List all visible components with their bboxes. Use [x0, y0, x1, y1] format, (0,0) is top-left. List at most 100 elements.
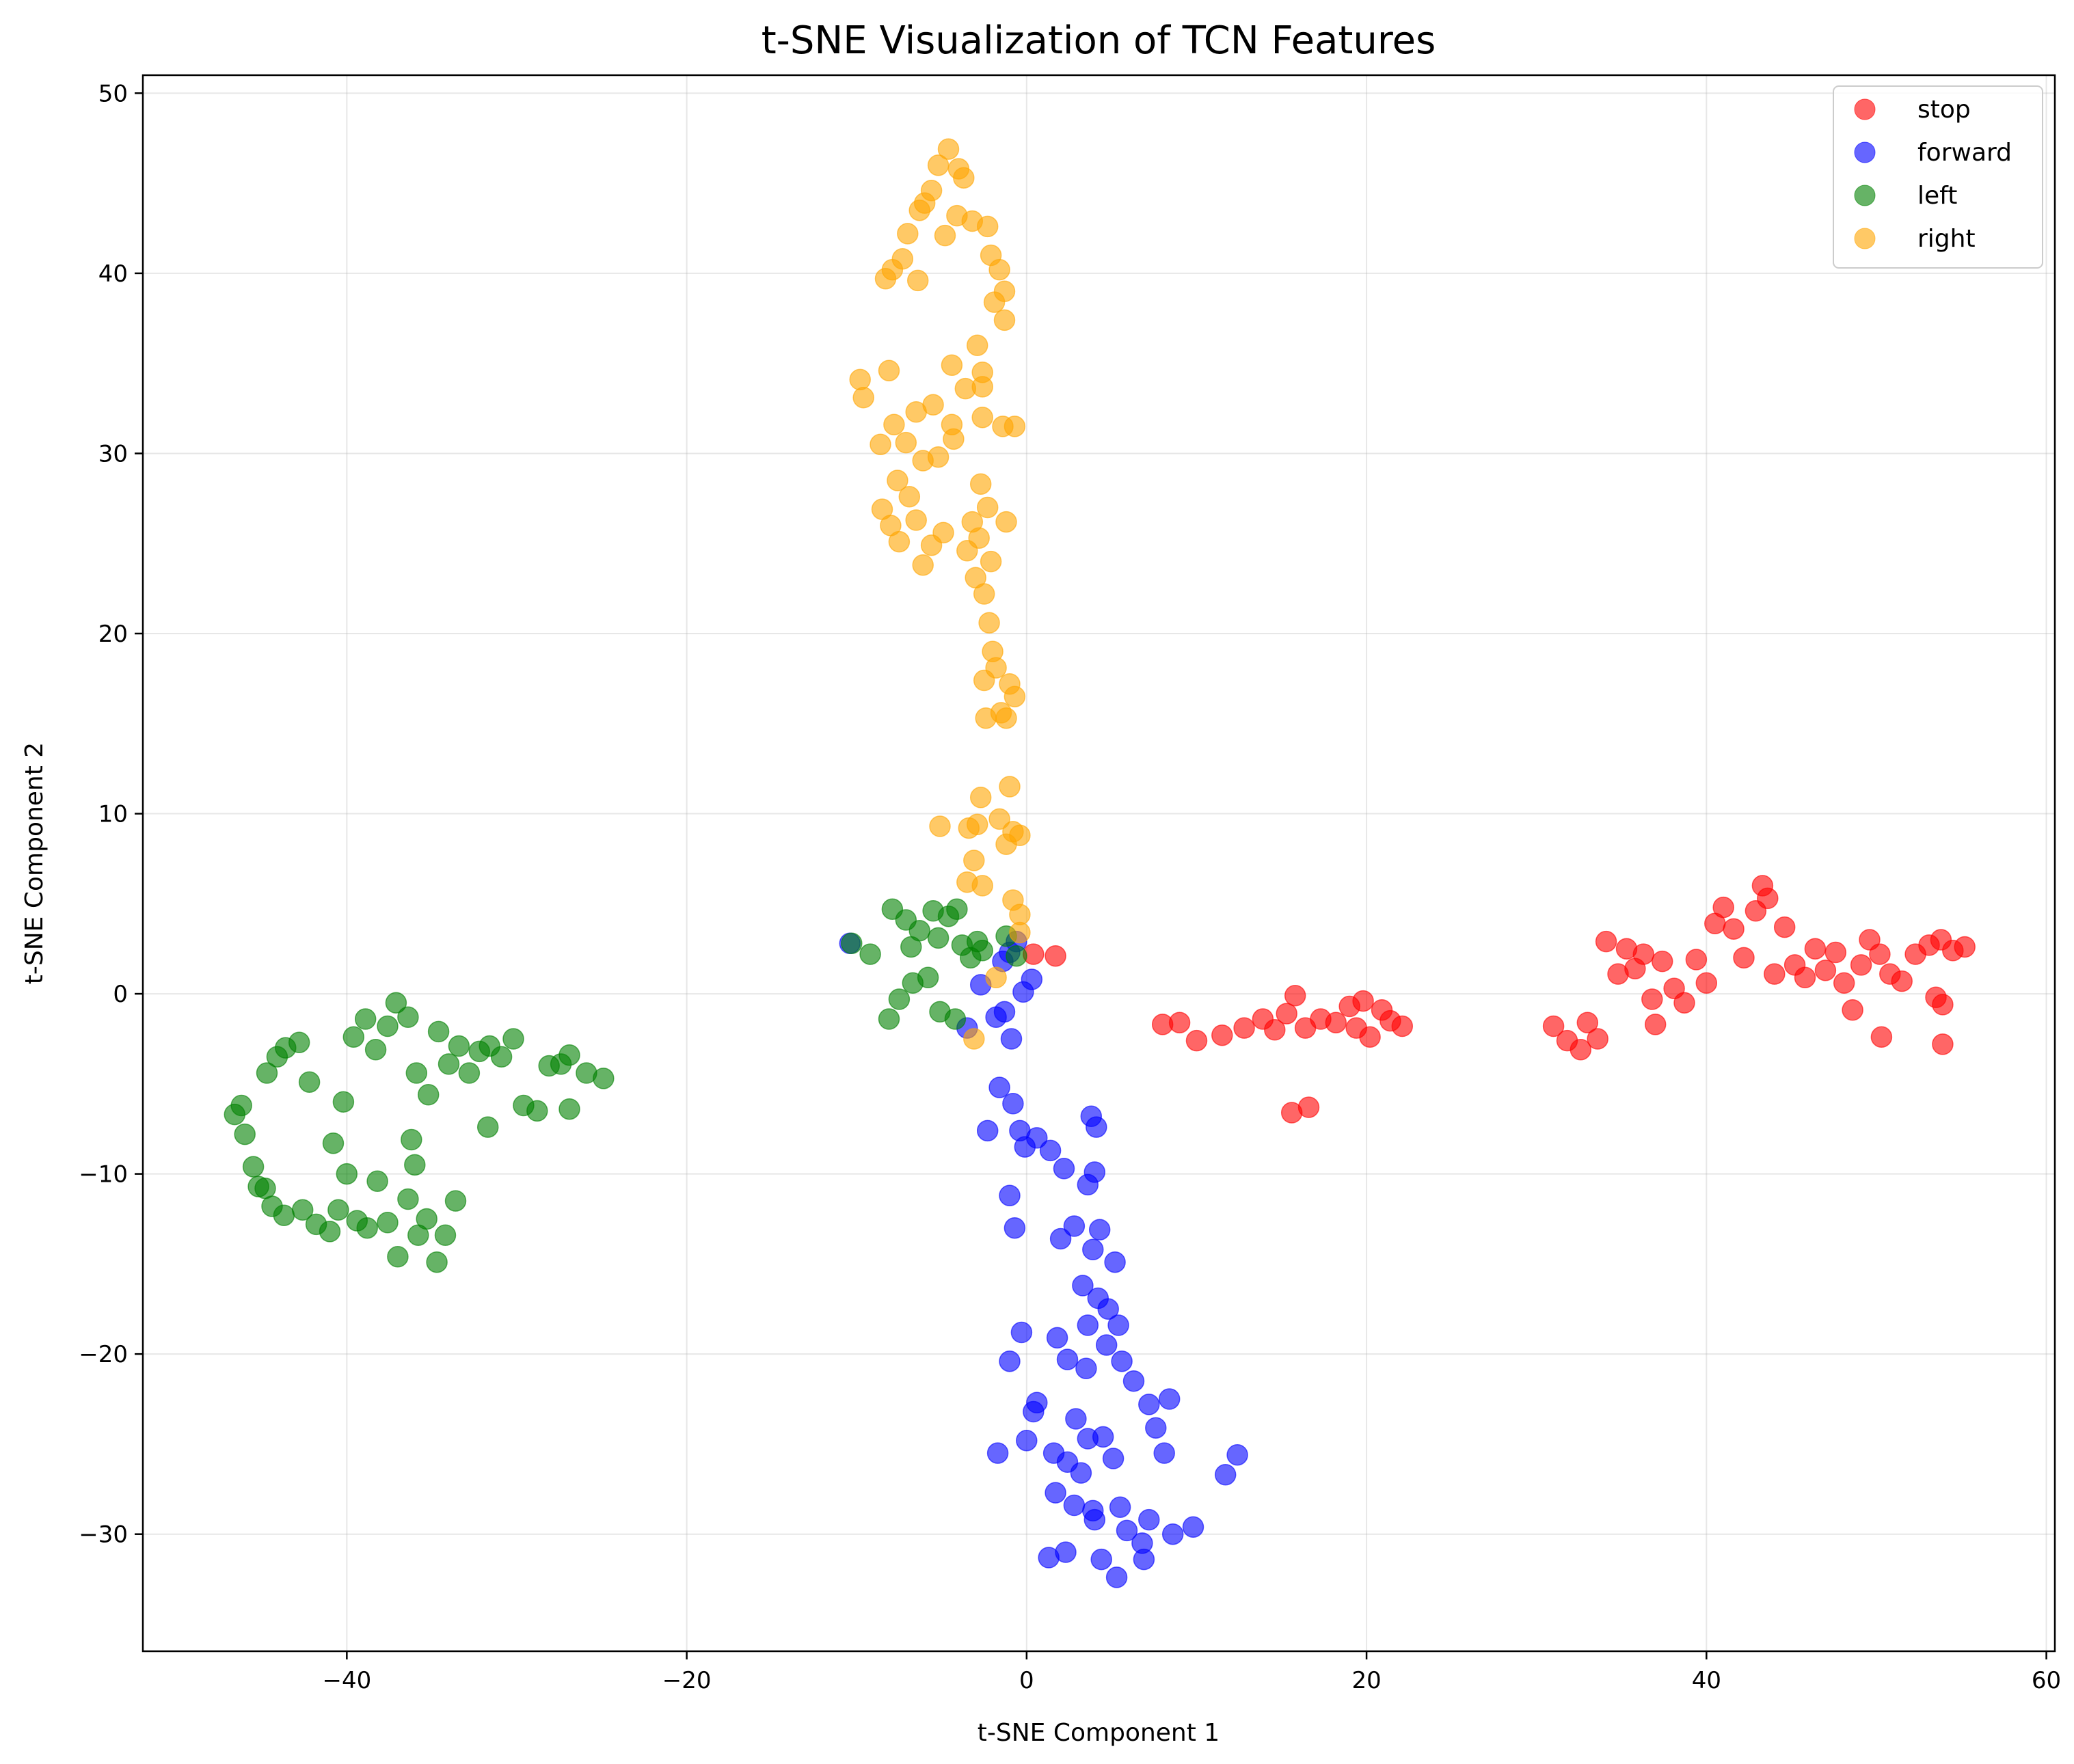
stop-point — [1595, 930, 1617, 953]
forward-point — [1122, 1370, 1145, 1392]
stop-point — [1542, 1015, 1565, 1037]
left-point — [291, 1199, 314, 1221]
stop-point — [1045, 945, 1066, 967]
left-point — [288, 1031, 310, 1053]
stop-point — [1869, 943, 1891, 965]
y-tick-label: 30 — [98, 440, 128, 467]
y-tick-label: 0 — [113, 981, 128, 1008]
forward-point — [1004, 1217, 1026, 1239]
left-point — [908, 920, 930, 942]
forward-point — [1072, 1275, 1094, 1297]
forward-point — [993, 1001, 1016, 1023]
right-point — [922, 394, 944, 416]
right-point — [963, 1028, 985, 1050]
right-point — [985, 966, 1007, 989]
stop-point — [1954, 936, 1976, 958]
left-point — [888, 988, 911, 1010]
right-point — [941, 354, 963, 377]
left-point — [922, 900, 944, 922]
right-point — [934, 224, 956, 247]
y-tick-label: 20 — [98, 621, 128, 648]
left-point — [256, 1062, 278, 1084]
x-tick-label: 60 — [2032, 1667, 2061, 1694]
left-point — [437, 1053, 460, 1075]
right-point — [975, 707, 997, 729]
legend-frame — [1833, 85, 2043, 269]
forward-point — [1214, 1463, 1237, 1486]
stop-point — [1833, 972, 1855, 994]
forward-point — [1016, 1429, 1038, 1452]
forward-point — [1083, 1508, 1106, 1531]
stop-point — [1773, 916, 1796, 938]
right-point — [906, 269, 929, 292]
stop-point — [1842, 999, 1863, 1021]
legend-marker — [1854, 185, 1876, 206]
forward-point — [1116, 1519, 1138, 1542]
left-point — [927, 927, 950, 949]
forward-point — [1075, 1357, 1097, 1379]
stop-point — [1211, 1024, 1233, 1046]
forward-point — [1161, 1523, 1184, 1545]
forward-point — [999, 1350, 1021, 1372]
forward-point — [1002, 1093, 1024, 1115]
right-point — [966, 334, 988, 357]
right-point — [980, 550, 1002, 573]
left-point — [971, 940, 993, 962]
forward-point — [1039, 1139, 1062, 1162]
stop-point — [1764, 963, 1786, 985]
left-point — [401, 1128, 422, 1151]
stop-point — [1391, 1015, 1414, 1037]
legend-label: right — [1917, 225, 1976, 253]
legend-marker — [1854, 228, 1876, 249]
left-point — [377, 1015, 399, 1037]
x-tick-label: −40 — [322, 1667, 371, 1694]
right-point — [929, 815, 951, 837]
right-point — [973, 669, 995, 692]
right-point — [993, 309, 1016, 331]
right-point — [971, 406, 993, 429]
left-point — [254, 1177, 276, 1199]
left-point — [327, 1199, 349, 1221]
forward-point — [1138, 1508, 1160, 1531]
right-point — [898, 485, 921, 508]
x-tick-label: 20 — [1351, 1667, 1381, 1694]
stop-point — [1757, 887, 1779, 910]
left-point — [319, 1221, 341, 1243]
right-point — [958, 817, 980, 839]
forward-point — [1045, 1482, 1066, 1504]
stop-point — [1359, 1026, 1381, 1048]
stop-point — [1233, 1017, 1255, 1039]
left-point — [397, 1006, 419, 1029]
left-point — [417, 1083, 440, 1106]
left-point — [444, 1190, 467, 1212]
left-point — [841, 932, 863, 955]
right-point — [870, 433, 891, 456]
stop-point — [1673, 992, 1695, 1014]
x-tick-label: 0 — [1019, 1667, 1034, 1694]
right-point — [978, 612, 1000, 634]
left-point — [878, 1008, 900, 1030]
forward-point — [1226, 1443, 1248, 1466]
right-point — [852, 386, 874, 409]
right-point — [969, 473, 992, 495]
right-point — [973, 583, 995, 605]
stop-point — [1264, 1019, 1286, 1041]
series-forward — [839, 930, 1248, 1588]
stop-point — [1804, 938, 1827, 960]
forward-point — [988, 1076, 1010, 1098]
forward-point — [1107, 1314, 1129, 1336]
forward-point — [1021, 968, 1043, 990]
right-point — [969, 787, 992, 809]
legend: stop forward left right — [1833, 85, 2043, 269]
legend-label: stop — [1917, 96, 1971, 124]
stop-point — [1870, 1026, 1893, 1048]
left-point — [242, 1156, 265, 1178]
legend-item-forward: forward — [1854, 139, 2012, 167]
forward-point — [1000, 1028, 1023, 1050]
forward-point — [1102, 1448, 1124, 1469]
left-point — [946, 898, 968, 920]
stop-point — [1685, 949, 1708, 971]
legend-marker — [1854, 98, 1876, 120]
